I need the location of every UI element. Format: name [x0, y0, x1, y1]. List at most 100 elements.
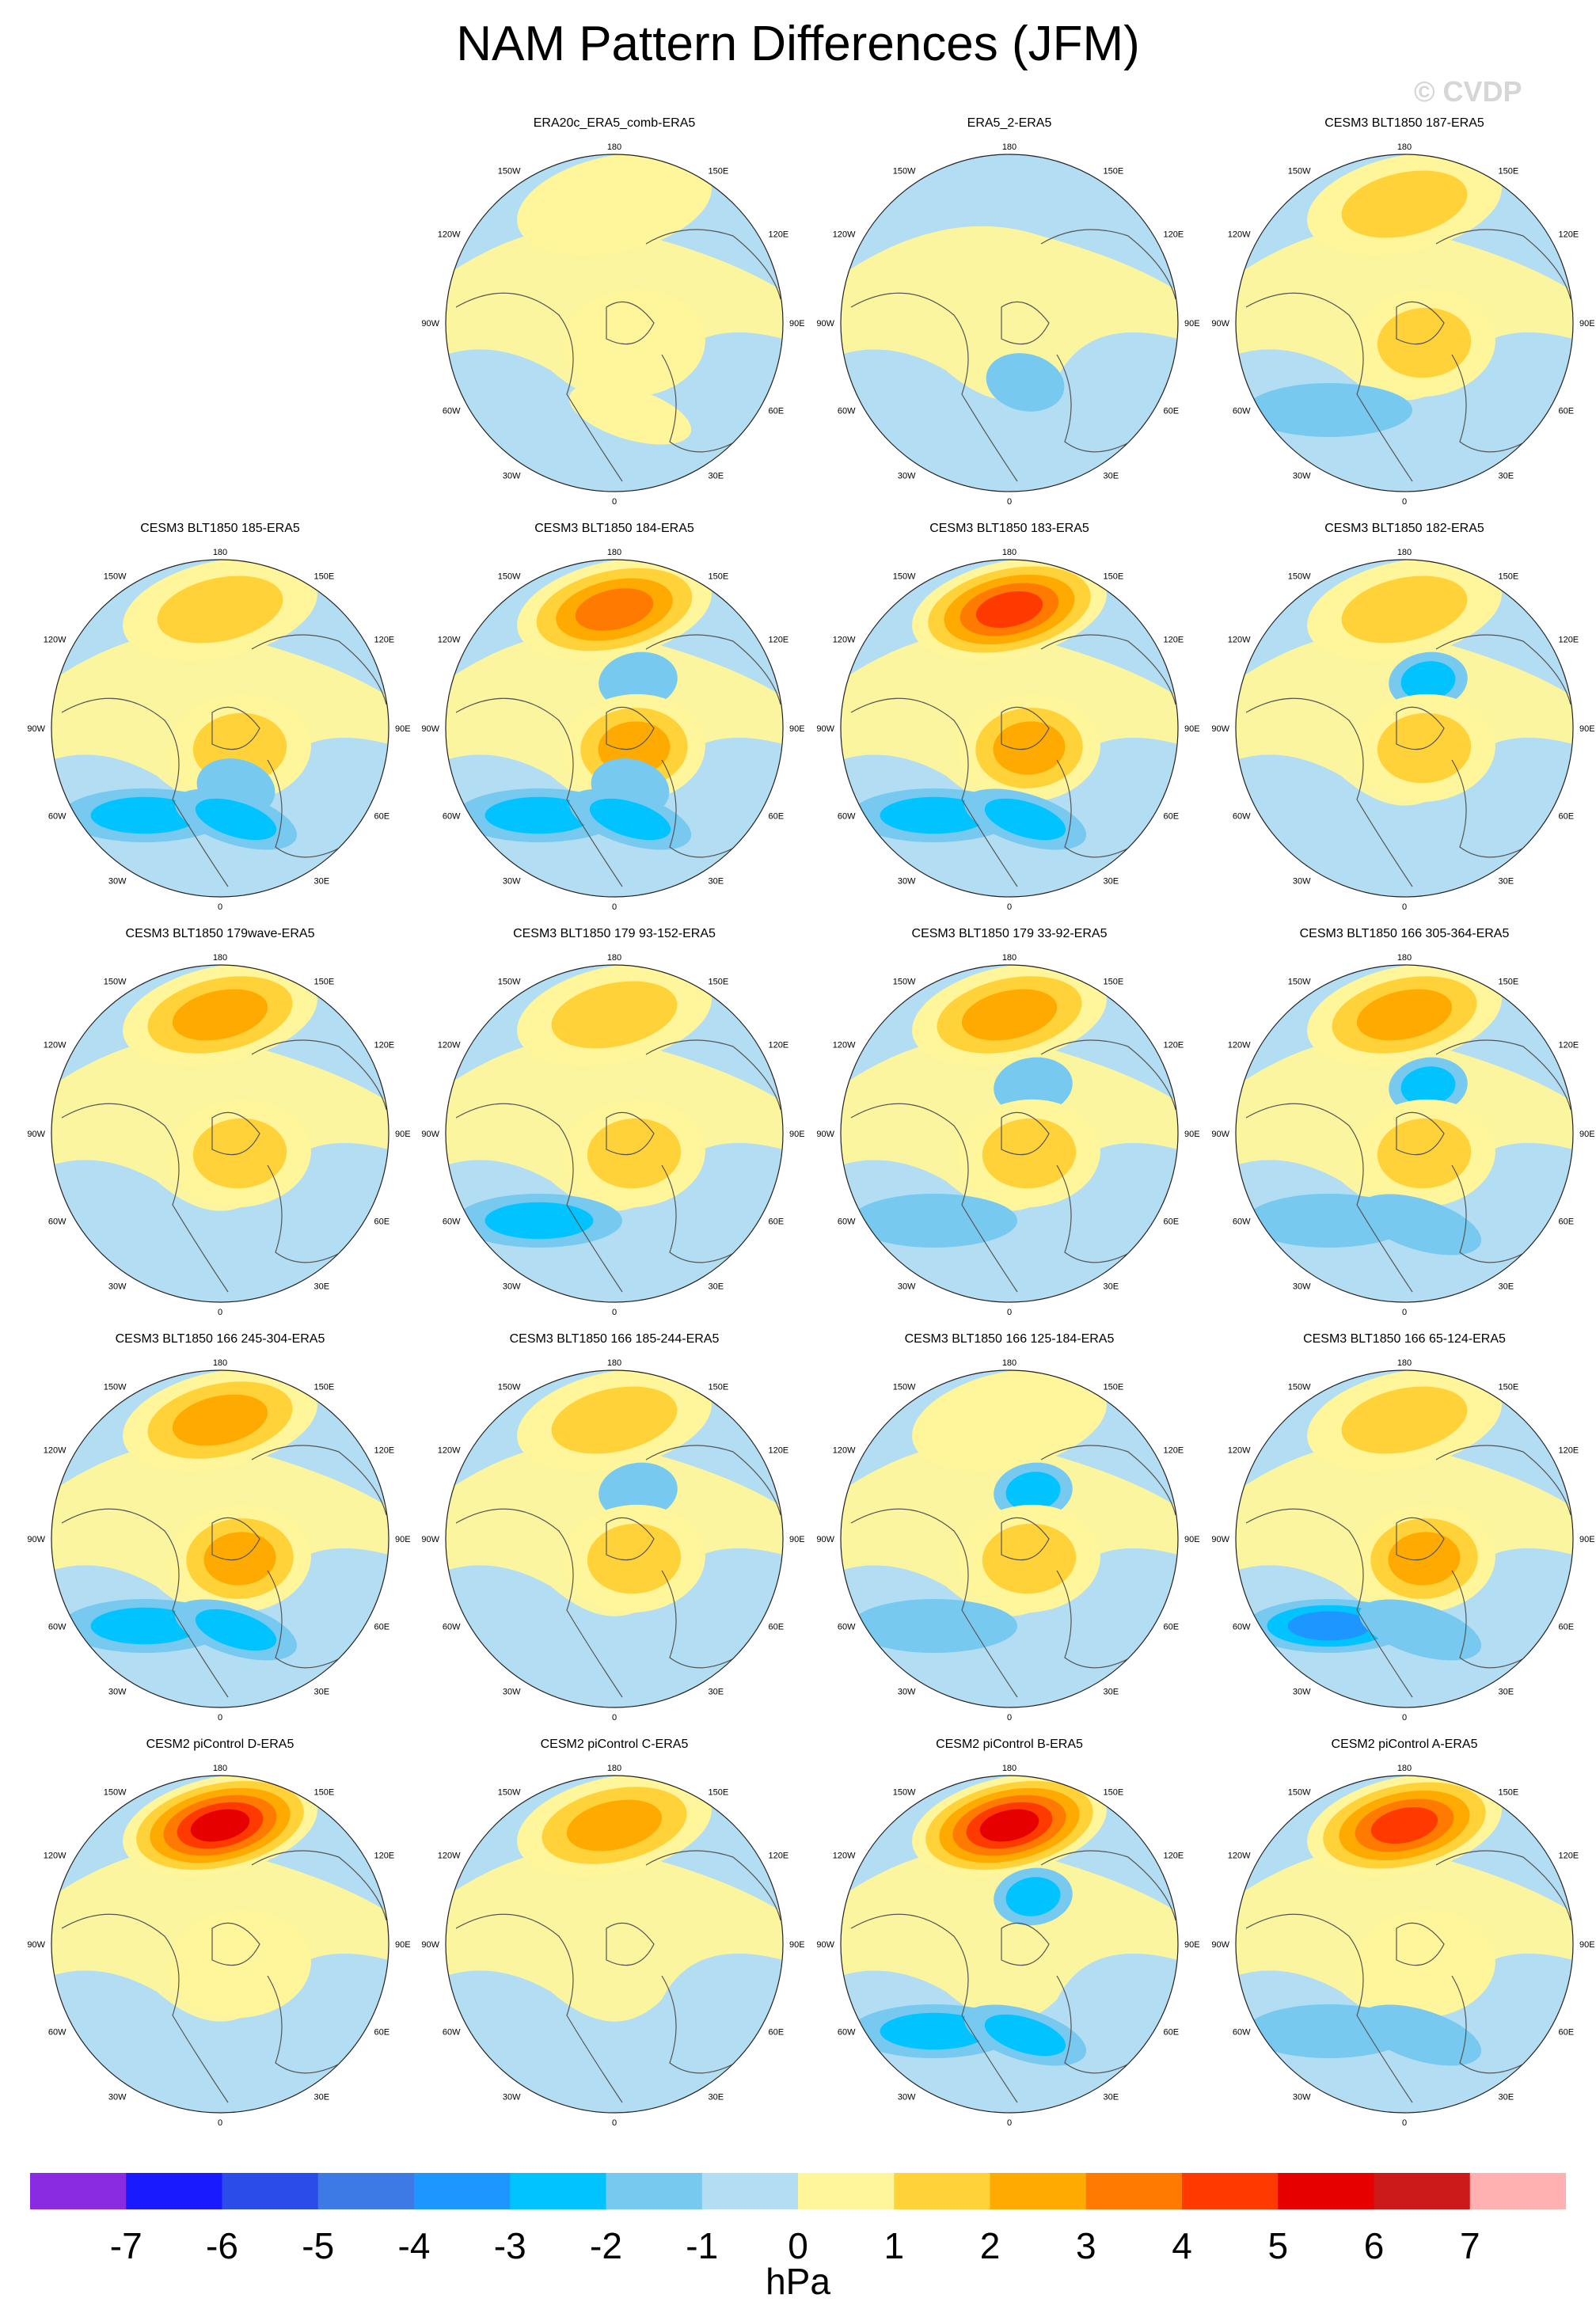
coastlines [455, 229, 781, 482]
longitude-label: 150W [1288, 167, 1311, 177]
longitude-label: 120E [768, 636, 788, 645]
longitude-label: 30E [314, 876, 330, 886]
negative-contour [1400, 661, 1456, 701]
longitude-label: 60E [768, 812, 784, 822]
longitude-label: 180 [607, 548, 621, 557]
longitude-label: 150E [1104, 1788, 1124, 1798]
longitude-label: 60E [1558, 2028, 1574, 2038]
longitude-label: 60W [443, 2028, 461, 2038]
positive-contour [1341, 575, 1468, 644]
colorbar-tick-label: 2 [979, 2225, 1001, 2266]
longitude-label: 60W [1233, 1217, 1251, 1227]
map-panel: CESM2 piControl B-ERA5 180 0 90W 90E 150W 120W… [811, 1737, 1207, 2133]
polar-map: 180 0 90W 90E 150W 120W 150E 120E 60W 30W 60E 30E [421, 548, 804, 912]
longitude-label: 60W [838, 407, 856, 416]
map-panel: CESM3 BLT1850 166 305-364-ERA5 180 0 90W 90E… [1206, 926, 1596, 1322]
longitude-label: 120E [768, 1852, 788, 1861]
longitude-label: 30E [314, 2092, 330, 2102]
map-panel: CESM3 BLT1850 166 65-124-ERA5 180 0 90W 90E 1… [1206, 1331, 1596, 1727]
longitude-label: 90E [789, 319, 805, 329]
map-panel: CESM3 BLT1850 184-ERA5 180 0 90W 90E 150W 120W… [416, 521, 812, 917]
negative-contour [1358, 1599, 1482, 1661]
longitude-label: 150E [709, 978, 729, 987]
polar-map: 180 0 90W 90E 150W 120W 150E 120E 60W 30W 60E 30E [421, 953, 804, 1317]
longitude-label: 120W [1228, 230, 1251, 240]
map-boundary [1235, 1775, 1574, 2114]
negative-contour [598, 651, 678, 710]
longitude-label: 60W [48, 812, 66, 822]
longitude-label: 0 [218, 1713, 222, 1723]
map-boundary [445, 964, 784, 1303]
longitude-label: 60E [1163, 407, 1179, 416]
longitude-label: 90E [1579, 1535, 1595, 1544]
map-boundary [51, 1369, 390, 1708]
longitude-label: 120W [833, 1852, 856, 1861]
longitude-label: 150E [1499, 1788, 1519, 1798]
longitude-label: 180 [1002, 1764, 1016, 1773]
longitude-label: 30E [1104, 2092, 1119, 2102]
polar-map: 180 0 90W 90E 150W 120W 150E 120E 60W 30W 60E 30E [27, 953, 410, 1317]
longitude-label: 180 [607, 1358, 621, 1368]
longitude-label: 30E [1499, 1282, 1514, 1291]
longitude-label: 90E [789, 1535, 805, 1544]
longitude-label: 60E [768, 1623, 784, 1632]
positive-contour [912, 1370, 1107, 1472]
longitude-label: 60W [443, 1623, 461, 1632]
longitude-label: 30W [898, 1282, 916, 1291]
longitude-label: 120E [768, 1041, 788, 1050]
longitude-label: 30W [1293, 1687, 1311, 1696]
longitude-label: 150E [1499, 572, 1519, 582]
coastlines [850, 1445, 1176, 1698]
longitude-label: 90E [1579, 724, 1595, 734]
colorbar-tick-label: -1 [686, 2225, 719, 2266]
longitude-label: 0 [612, 2118, 617, 2128]
watermark: © CVDP [1414, 75, 1522, 108]
map-boundary [840, 964, 1179, 1303]
longitude-label: 90E [1184, 1535, 1200, 1544]
negative-contour [1358, 1194, 1482, 1255]
map-panel: ERA5_2-ERA5 180 0 90W 90E 150W 120W 150E 120E 60W… [811, 116, 1207, 511]
longitude-label: 90W [421, 319, 439, 329]
longitude-label: 90E [1184, 1940, 1200, 1950]
longitude-label: 60E [1558, 1623, 1574, 1632]
longitude-label: 90W [816, 1130, 834, 1139]
longitude-label: 90W [816, 319, 834, 329]
longitude-label: 30W [503, 1282, 521, 1291]
coastlines [455, 1850, 781, 2103]
longitude-label: 30W [108, 1687, 127, 1696]
map-panel: CESM2 piControl D-ERA5 180 0 90W 90E 150W 120W… [22, 1737, 418, 2133]
longitude-label: 180 [607, 1764, 621, 1773]
map-boundary [1235, 559, 1574, 898]
longitude-label: 30E [1499, 876, 1514, 886]
longitude-label: 150E [709, 1383, 729, 1392]
negative-contour [994, 1057, 1073, 1115]
longitude-label: 0 [218, 2118, 222, 2128]
longitude-label: 30W [898, 2092, 916, 2102]
longitude-label: 30W [108, 876, 127, 886]
longitude-label: 60E [1558, 1217, 1574, 1227]
polar-map: 180 0 90W 90E 150W 120W 150E 120E 60W 30W 60E 30E [27, 1764, 410, 2128]
colorbar-tick-label: 0 [788, 2225, 808, 2266]
longitude-label: 60W [443, 812, 461, 822]
map-boundary [445, 154, 784, 492]
map-panel: CESM2 piControl C-ERA5 180 0 90W 90E 150W 120W… [416, 1737, 812, 2133]
colorbar-tick-label: -3 [493, 2225, 526, 2266]
longitude-label: 0 [1007, 1713, 1012, 1723]
longitude-label: 120W [1228, 1041, 1251, 1050]
longitude-label: 0 [1402, 902, 1407, 912]
longitude-label: 150E [314, 1788, 335, 1798]
coastlines [850, 634, 1176, 887]
longitude-label: 150E [709, 1788, 729, 1798]
longitude-label: 60E [768, 2028, 784, 2038]
longitude-label: 0 [1402, 497, 1407, 507]
longitude-label: 30W [1293, 1282, 1311, 1291]
longitude-label: 90W [1211, 1535, 1229, 1544]
negative-contour [986, 353, 1065, 412]
longitude-label: 180 [213, 1764, 227, 1773]
longitude-label: 180 [213, 1358, 227, 1368]
positive-contour [190, 1809, 250, 1842]
longitude-label: 120E [1163, 636, 1184, 645]
longitude-label: 120E [374, 636, 394, 645]
panel-title: CESM3 BLT1850 185-ERA5 [140, 522, 300, 535]
longitude-label: 180 [1397, 548, 1412, 557]
